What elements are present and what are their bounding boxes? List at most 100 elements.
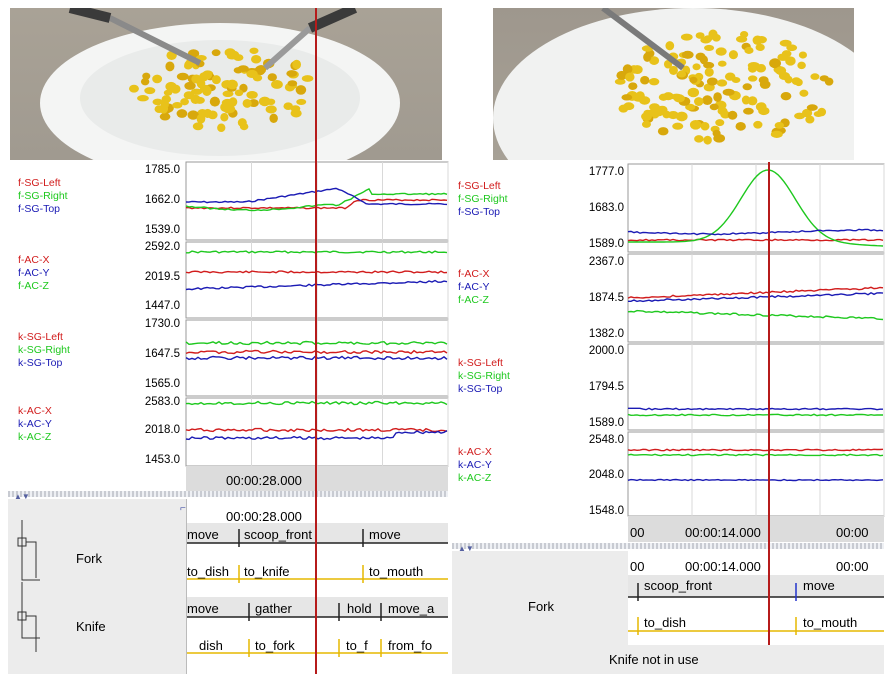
fork-seg-to-knife[interactable]: to_knife <box>244 564 290 579</box>
y-tick-label: 2592.0 <box>144 241 180 253</box>
y-tick-label: 2048.0 <box>588 469 624 481</box>
right-plot-area <box>627 163 885 517</box>
fork-seg-move-right[interactable]: move <box>803 578 835 593</box>
right-splitter[interactable] <box>452 543 884 549</box>
left-time-label: 00:00:28.000 <box>226 473 302 488</box>
right-time-suffix: 00:00 <box>836 525 869 540</box>
y-tick-label: 1589.0 <box>588 238 624 250</box>
y-tick-label: 1589.0 <box>588 417 624 429</box>
knife-seg-to-fork[interactable]: to_fork <box>255 638 295 653</box>
y-tick-label: 1874.5 <box>588 292 624 304</box>
signal-trace <box>628 169 884 247</box>
signal-trace <box>627 228 884 236</box>
signal-label-k-ac-x: k-AC-X <box>18 405 52 417</box>
right-time-label: 00:00:14.000 <box>685 525 761 540</box>
right-annot-prefix: 00 <box>630 559 645 574</box>
signal-label-k-ac-y: k-AC-Y <box>18 418 52 430</box>
signal-trace <box>627 413 883 417</box>
track-label-fork[interactable]: Fork <box>76 551 102 566</box>
left-annotation-svg <box>187 529 448 657</box>
knife-seg-to-f[interactable]: to_f <box>346 638 368 653</box>
fork-seg-to-dish-right[interactable]: to_dish <box>644 615 686 630</box>
signal-trace <box>627 448 884 452</box>
track-label-knife[interactable]: Knife <box>76 619 106 634</box>
y-tick-label: 2583.0 <box>144 396 180 408</box>
signal-label-k-sg-left: k-SG-Left <box>458 357 503 369</box>
knife-seg-hold[interactable]: hold <box>347 601 372 616</box>
left-annot-marker-icon: ⌐ <box>180 503 186 514</box>
y-tick-label: 2000.0 <box>588 345 624 357</box>
y-tick-label: 2018.0 <box>144 424 180 436</box>
knife-status-text: Knife not in use <box>609 652 699 667</box>
y-tick-label: 1382.0 <box>588 328 624 340</box>
right-video-frame <box>493 8 854 160</box>
y-tick-label: 1777.0 <box>588 166 624 178</box>
signal-label-k-ac-z: k-AC-Z <box>458 472 492 484</box>
tree-connectors <box>17 520 40 652</box>
y-tick-label: 2019.5 <box>144 271 180 283</box>
signal-trace <box>627 453 884 457</box>
signal-label-k-sg-top: k-SG-Top <box>18 357 63 369</box>
right-annotation-svg <box>628 583 884 635</box>
signal-label-k-ac-y: k-AC-Y <box>458 459 492 471</box>
signal-label-k-sg-right: k-SG-Right <box>18 344 70 356</box>
left-plot-area <box>185 161 449 467</box>
left-video-frame <box>10 8 442 160</box>
signal-label-k-sg-left: k-SG-Left <box>18 331 63 343</box>
signal-label-k-ac-z: k-AC-Z <box>18 431 52 443</box>
fork-seg-move-1[interactable]: move <box>187 527 219 542</box>
fork-seg-move-2[interactable]: move <box>369 527 401 542</box>
y-tick-label: 1647.5 <box>144 348 180 360</box>
splitter-arrows-icon[interactable]: ▲▼ <box>14 492 30 501</box>
right-time-ruler <box>628 516 884 542</box>
fork-seg-to-dish[interactable]: to_dish <box>187 564 229 579</box>
y-tick-label: 1565.0 <box>144 378 180 390</box>
fork-seg-scoop-front-right[interactable]: scoop_front <box>644 578 712 593</box>
knife-seg-move-a[interactable]: move_a <box>388 601 435 616</box>
right-time-prefix: 00 <box>630 525 645 540</box>
y-tick-label: 2367.0 <box>588 256 624 268</box>
right-playhead-cursor[interactable] <box>768 162 770 645</box>
signal-label-f-ac-y: f-AC-Y <box>458 281 490 293</box>
signal-label-k-sg-right: k-SG-Right <box>458 370 510 382</box>
signal-trace <box>627 238 884 242</box>
signal-label-f-sg-left: f-SG-Left <box>458 180 501 192</box>
left-annotation-area <box>187 499 448 674</box>
knife-seg-from-fo[interactable]: from_fo <box>388 638 433 653</box>
signal-label-k-ac-x: k-AC-X <box>458 446 492 458</box>
y-tick-label: 1662.0 <box>144 194 180 206</box>
y-tick-label: 2548.0 <box>588 434 624 446</box>
signal-label-f-ac-z: f-AC-Z <box>18 280 49 292</box>
signal-trace <box>627 286 884 299</box>
left-splitter[interactable] <box>8 491 448 497</box>
y-tick-label: 1785.0 <box>144 164 180 176</box>
fork-seg-to-mouth-right[interactable]: to_mouth <box>803 615 858 630</box>
knife-seg-move[interactable]: move <box>187 601 219 616</box>
left-time-ruler <box>186 466 448 491</box>
right-annotation-area <box>628 551 884 645</box>
signal-label-f-ac-x: f-AC-X <box>18 254 50 266</box>
track-label-fork-right[interactable]: Fork <box>528 599 554 614</box>
knife-seg-dish[interactable]: dish <box>199 638 223 653</box>
signal-label-f-sg-left: f-SG-Left <box>18 177 61 189</box>
left-annot-time: 00:00:28.000 <box>226 509 302 524</box>
signal-trace <box>627 309 884 321</box>
right-annot-time: 00:00:14.000 <box>685 559 761 574</box>
knife-status-row <box>452 645 884 674</box>
splitter-arrows-icon[interactable]: ▲▼ <box>458 544 474 553</box>
signal-label-f-sg-top: f-SG-Top <box>18 203 61 215</box>
left-playhead-cursor[interactable] <box>315 8 317 674</box>
y-tick-label: 1794.5 <box>588 381 624 393</box>
y-tick-label: 1548.0 <box>588 505 624 517</box>
left-track-tree <box>8 499 187 674</box>
signal-trace <box>628 407 883 411</box>
y-tick-label: 1453.0 <box>144 454 180 466</box>
y-tick-label: 1447.0 <box>144 300 180 312</box>
y-tick-label: 1683.0 <box>588 202 624 214</box>
fork-seg-to-mouth[interactable]: to_mouth <box>369 564 424 579</box>
signal-trace <box>628 291 884 303</box>
signal-label-k-sg-top: k-SG-Top <box>458 383 503 395</box>
fork-seg-scoop-front[interactable]: scoop_front <box>244 527 312 542</box>
knife-seg-gather[interactable]: gather <box>255 601 292 616</box>
right-annot-suffix: 00:00 <box>836 559 869 574</box>
